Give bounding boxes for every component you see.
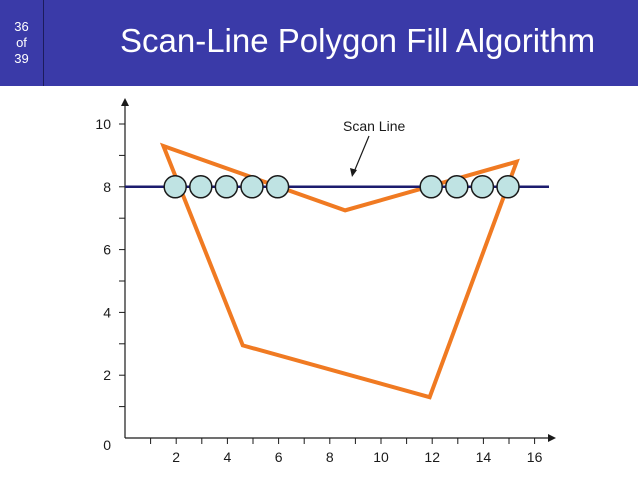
- y-axis-arrow: [121, 98, 129, 106]
- pixel-circle: [496, 175, 520, 199]
- x-axis-arrow: [548, 434, 556, 442]
- x-tick-label: 6: [275, 449, 283, 465]
- slide-header: [0, 0, 638, 86]
- x-tick-label: 8: [326, 449, 334, 465]
- origin-label: 0: [103, 437, 111, 453]
- page-number: 36: [14, 19, 29, 34]
- axis-tick-labels: 2 4 6 8 10 12 14 16 10 8 6 4 2 0: [95, 116, 542, 465]
- scan-line-pointer: [353, 135, 370, 173]
- scan-line-pointer-head: [350, 168, 357, 177]
- x-tick-label: 14: [476, 449, 492, 465]
- page-counter: 36 of 39: [0, 0, 44, 86]
- x-tick-label: 10: [373, 449, 389, 465]
- x-tick-label: 12: [424, 449, 440, 465]
- x-tick-label: 4: [224, 449, 232, 465]
- y-tick-label: 2: [103, 367, 111, 383]
- page-of: of: [16, 35, 27, 50]
- y-tick-label: 10: [95, 116, 111, 132]
- x-tick-label: 16: [527, 449, 543, 465]
- polygon-outline: [159, 142, 520, 400]
- pixel-circle: [163, 175, 187, 199]
- pixel-circle: [470, 175, 495, 199]
- pixel-circle: [240, 175, 264, 199]
- y-tick-label: 6: [103, 242, 111, 258]
- pixel-circle: [419, 175, 443, 199]
- slide-title: Scan-Line Polygon Fill Algorithm: [120, 22, 596, 59]
- pixel-circle: [214, 175, 239, 199]
- pixel-circle: [265, 175, 290, 199]
- x-tick-label: 2: [172, 449, 180, 465]
- pixel-circle: [445, 175, 469, 199]
- y-tick-label: 4: [103, 304, 111, 320]
- scan-line-pixels: [163, 175, 520, 199]
- page-total: 39: [14, 51, 29, 66]
- pixel-circle: [189, 175, 213, 199]
- axis-ticks: [119, 123, 536, 444]
- scan-line-label: Scan Line: [343, 118, 405, 134]
- y-tick-label: 8: [103, 179, 111, 195]
